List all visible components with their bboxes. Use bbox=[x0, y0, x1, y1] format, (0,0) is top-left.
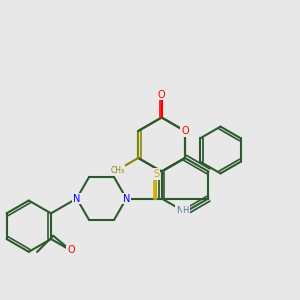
Text: O: O bbox=[158, 89, 165, 100]
Text: N: N bbox=[123, 194, 130, 203]
Text: S: S bbox=[153, 169, 159, 179]
Text: O: O bbox=[67, 245, 75, 256]
Text: O: O bbox=[181, 126, 189, 136]
Text: NH: NH bbox=[176, 206, 189, 215]
Text: H: H bbox=[182, 206, 189, 215]
Text: N: N bbox=[73, 194, 80, 203]
Text: CH₃: CH₃ bbox=[110, 166, 124, 175]
